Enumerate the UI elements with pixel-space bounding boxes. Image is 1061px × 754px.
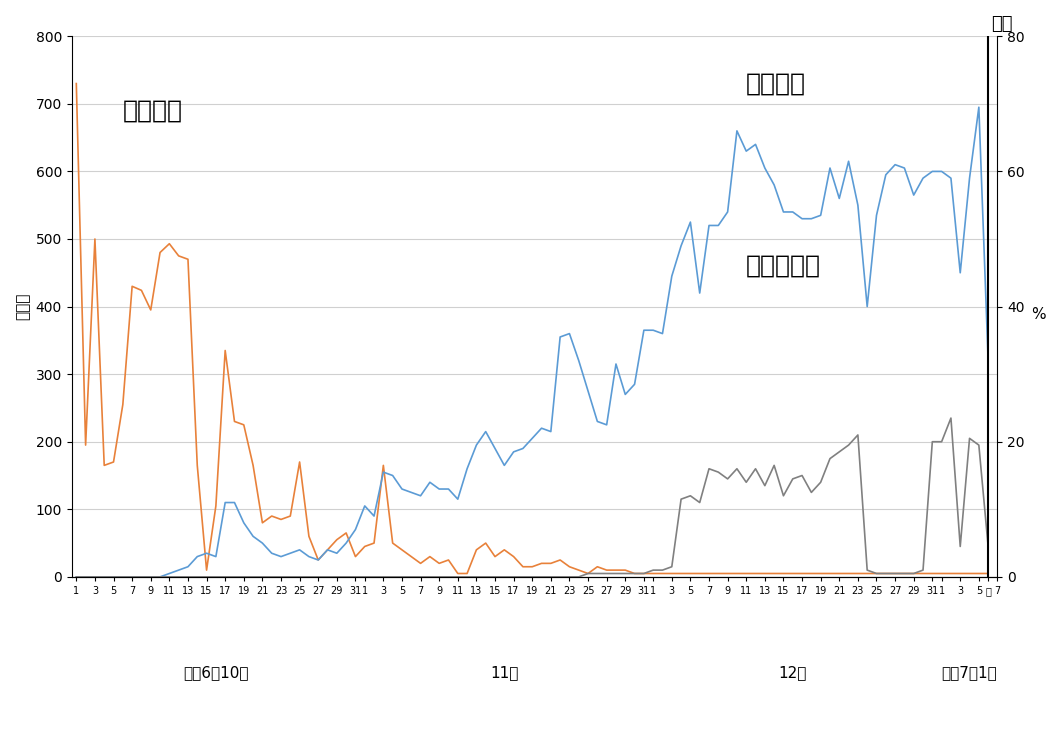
Text: 予報: 予報 [991, 16, 1012, 33]
Text: 【真冬日】: 【真冬日】 [746, 254, 821, 277]
Text: 【夏日】: 【夏日】 [123, 98, 182, 122]
Y-axis label: %: % [1031, 307, 1046, 321]
Text: 令和7年1月: 令和7年1月 [942, 665, 997, 679]
Y-axis label: 地点数: 地点数 [15, 293, 30, 320]
Text: 令和6年10月: 令和6年10月 [184, 665, 248, 679]
Text: 【冬日】: 【冬日】 [746, 72, 806, 95]
Text: 12月: 12月 [779, 665, 807, 679]
Text: 11月: 11月 [490, 665, 519, 679]
